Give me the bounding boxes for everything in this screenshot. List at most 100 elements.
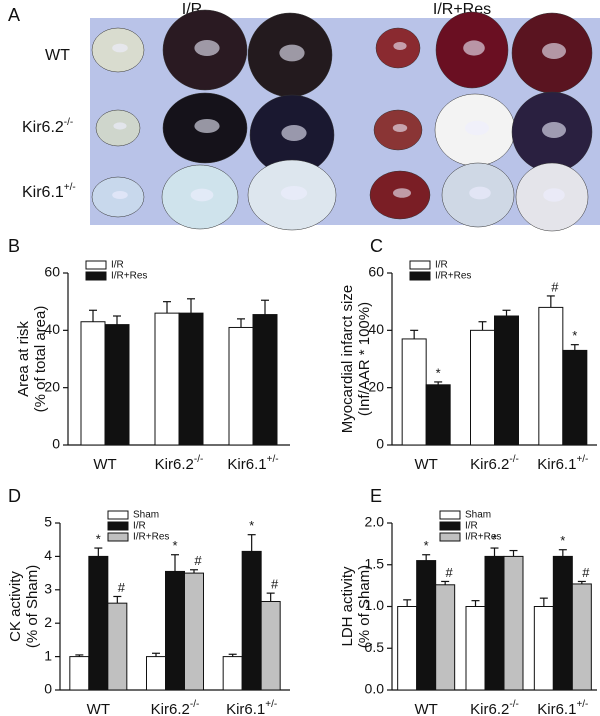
y-axis-label: (% of total area) <box>32 306 49 413</box>
legend-swatch <box>439 532 461 542</box>
bar <box>222 656 243 691</box>
heart-lumen <box>393 42 407 50</box>
y-tick-label: 20 <box>368 378 384 394</box>
legend-swatch <box>439 510 461 520</box>
significance-marker: * <box>96 531 101 546</box>
y-axis-label: (% of Sham) <box>356 565 373 648</box>
error-bar <box>113 595 122 604</box>
y-tick-label: 3 <box>44 581 52 597</box>
heart-lumen <box>469 186 491 200</box>
error-bar <box>261 299 269 315</box>
y-axis-label: (% of Sham) <box>24 565 41 648</box>
heart-lumen <box>113 122 127 130</box>
error-bar <box>558 549 567 557</box>
x-tick-label: WT <box>415 456 438 473</box>
error-bar <box>490 547 499 557</box>
significance-marker: * <box>249 518 254 533</box>
heart-lumen <box>542 122 566 138</box>
bar <box>494 315 519 446</box>
significance-marker: # <box>118 580 126 595</box>
y-tick-label: 1.5 <box>365 555 385 571</box>
x-tick-label: WT <box>87 701 110 716</box>
y-tick-label: 0 <box>52 436 60 452</box>
legend-swatch <box>85 260 107 270</box>
heart-lumen <box>190 188 214 202</box>
legend-label: I/R+Res <box>435 271 471 282</box>
legend-label: I/R <box>465 521 478 532</box>
heart-lumen <box>194 119 220 133</box>
bar <box>260 600 281 691</box>
bar <box>146 656 166 691</box>
significance-marker: # <box>271 577 279 592</box>
y-tick-label: 0.0 <box>365 681 385 697</box>
y-axis-label: (Inf/AAR * 100%) <box>356 302 373 416</box>
heart-lumen <box>393 188 411 198</box>
legend-label: I/R <box>435 260 448 271</box>
legend-swatch <box>439 521 461 531</box>
error-bar <box>75 654 84 657</box>
bar <box>107 602 128 691</box>
heart-lumen <box>194 40 220 56</box>
x-tick-label: Kir6.1+/- <box>226 699 277 716</box>
error-bar <box>163 301 171 314</box>
y-tick-label: 0 <box>376 436 384 452</box>
bar <box>484 555 505 691</box>
y-tick-label: 1 <box>44 647 52 663</box>
error-bar <box>570 344 579 351</box>
error-bar <box>247 534 256 552</box>
bar <box>533 606 554 691</box>
error-bar <box>546 295 555 308</box>
y-tick-label: 1.0 <box>365 597 385 613</box>
significance-marker: * <box>572 328 577 343</box>
bar <box>397 606 418 691</box>
bar <box>425 384 451 446</box>
panel-letter: C <box>370 236 383 256</box>
error-bar <box>228 653 237 657</box>
x-tick-label: WT <box>415 701 438 716</box>
significance-marker: * <box>424 538 429 553</box>
x-tick-label: Kir6.2-/- <box>470 699 519 716</box>
error-bar <box>190 569 198 574</box>
legend-swatch <box>107 532 129 542</box>
error-bar <box>410 329 419 339</box>
x-tick-label: Kir6.1+/- <box>537 454 588 473</box>
bar <box>184 572 204 691</box>
row-label: Kir6.1+/- <box>22 182 76 201</box>
bar <box>165 570 185 691</box>
bar <box>241 550 262 691</box>
error-bar <box>502 309 511 316</box>
bar <box>470 329 495 446</box>
panel-letter: A <box>8 5 20 25</box>
error-bar <box>441 580 450 585</box>
y-axis-label: CK activity <box>7 571 24 642</box>
error-bar <box>478 321 487 331</box>
bar <box>154 312 180 446</box>
bar <box>104 324 130 446</box>
error-bar <box>434 381 443 385</box>
error-bar <box>577 580 586 584</box>
heart-lumen <box>112 43 128 53</box>
legend-label: I/R <box>133 521 146 532</box>
chart-panel: D 0 1 2 3 4 5 CK activity (% of Sham) WT Kir6.2-/-… <box>7 486 290 716</box>
error-bar <box>152 652 160 657</box>
legend-swatch <box>107 510 129 520</box>
error-bar <box>171 554 179 572</box>
bar <box>252 314 278 446</box>
bar <box>80 321 106 446</box>
x-tick-label: Kir6.2-/- <box>155 454 204 473</box>
bar <box>465 606 486 691</box>
heart-lumen <box>542 43 566 59</box>
legend-swatch <box>107 521 129 531</box>
y-tick-label: 2 <box>44 614 52 630</box>
bar <box>69 656 90 691</box>
bar <box>538 306 564 446</box>
error-bar <box>403 599 412 607</box>
bar <box>88 555 109 691</box>
panel-letter: B <box>8 236 20 256</box>
y-axis-label: Area at risk <box>15 321 32 397</box>
significance-marker: * <box>560 533 565 548</box>
y-tick-label: 0.5 <box>365 639 385 655</box>
legend-swatch <box>409 260 431 270</box>
heart-lumen <box>281 125 307 141</box>
